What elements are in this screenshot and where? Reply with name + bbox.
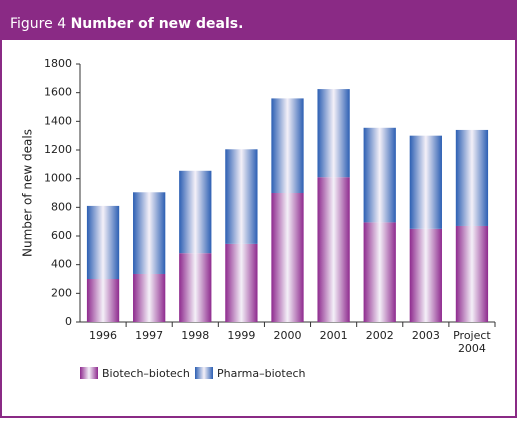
y-tick-label: 800 xyxy=(51,200,72,213)
bar-segment xyxy=(225,243,258,322)
y-tick-label: 1800 xyxy=(44,57,72,70)
bar-segment xyxy=(455,225,489,322)
x-tick-label: 2001 xyxy=(320,329,348,342)
bar-segment xyxy=(409,228,442,322)
y-tick-label: 600 xyxy=(51,229,72,242)
bar-segment xyxy=(179,253,212,322)
y-tick-label: 1200 xyxy=(44,143,72,156)
bar-segment xyxy=(409,135,442,229)
bar-segment xyxy=(179,170,212,254)
bar-segment xyxy=(86,205,120,279)
header xyxy=(0,0,517,40)
y-tick-label: 1400 xyxy=(44,114,72,127)
bar-segment xyxy=(363,222,396,322)
bar-segment xyxy=(133,273,166,322)
y-tick-label: 1600 xyxy=(44,86,72,99)
x-tick-label: 2003 xyxy=(412,329,440,342)
legend-swatch xyxy=(80,367,98,379)
bar-segment xyxy=(317,177,350,322)
y-tick-label: 0 xyxy=(65,315,72,328)
bar-segment xyxy=(225,149,258,244)
x-tick-label: 1997 xyxy=(135,329,163,342)
x-tick-label: 1998 xyxy=(181,329,209,342)
bar-segment xyxy=(86,279,120,322)
figure-label: Figure 4 xyxy=(10,16,66,32)
y-axis-label: Number of new deals xyxy=(21,129,35,257)
y-tick-label: 400 xyxy=(51,258,72,271)
bar-segment xyxy=(271,193,304,322)
bar-segment xyxy=(271,98,304,193)
x-tick-label: 1996 xyxy=(89,329,117,342)
chart-title: Figure 4 Number of new deals. xyxy=(10,16,243,32)
title: Number of new deals. xyxy=(71,16,244,32)
x-tick-label: 1999 xyxy=(227,329,255,342)
x-tick-label: 2002 xyxy=(366,329,394,342)
legend-label: Biotech–biotech xyxy=(102,367,190,380)
legend-swatch xyxy=(195,367,213,379)
y-tick-label: 200 xyxy=(51,286,72,299)
y-tick-label: 1000 xyxy=(44,172,72,185)
bar-segment xyxy=(455,129,489,226)
x-tick-label: Project 2004 xyxy=(453,329,491,355)
legend-label: Pharma–biotech xyxy=(217,367,306,380)
bar-segment xyxy=(133,192,166,274)
bar-segment xyxy=(317,89,350,178)
x-tick-label: 2000 xyxy=(274,329,302,342)
bar-segment xyxy=(363,127,396,223)
